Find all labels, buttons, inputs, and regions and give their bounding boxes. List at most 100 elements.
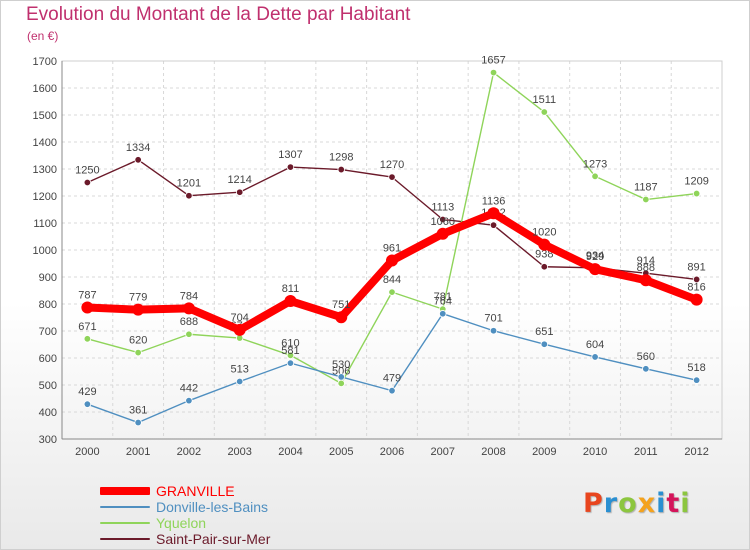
data-point-yquelon xyxy=(337,379,345,388)
data-label-saint-pair-sur-mer: 934 xyxy=(586,250,604,262)
legend-item-granville: GRANVILLE xyxy=(100,483,340,499)
data-point-saint-pair-sur-mer xyxy=(540,263,549,271)
data-point-saint-pair-sur-mer xyxy=(235,188,244,196)
y-tick-label: 900 xyxy=(39,272,57,284)
data-label-donville-les-bains: 560 xyxy=(637,351,655,363)
data-point-yquelon xyxy=(286,351,295,359)
data-point-donville-les-bains xyxy=(591,353,599,361)
data-label-donville-les-bains: 764 xyxy=(434,296,452,308)
data-point-granville xyxy=(386,254,398,267)
x-tick-label: 2008 xyxy=(481,446,505,458)
data-point-donville-les-bains xyxy=(185,396,193,405)
data-point-donville-les-bains xyxy=(83,400,92,408)
legend: GRANVILLE Donville-les-Bains Yquelon Sai… xyxy=(100,483,340,547)
y-tick-label: 600 xyxy=(39,353,57,365)
data-point-donville-les-bains xyxy=(134,418,142,427)
data-point-donville-les-bains xyxy=(235,377,244,386)
x-tick-label: 2010 xyxy=(583,446,607,458)
data-point-granville xyxy=(233,323,246,336)
data-point-donville-les-bains xyxy=(489,327,498,335)
data-point-donville-les-bains xyxy=(388,386,396,395)
logo-letter: t xyxy=(666,488,681,519)
data-point-donville-les-bains xyxy=(540,340,549,348)
data-label-yquelon: 610 xyxy=(281,337,299,349)
data-label-granville: 784 xyxy=(180,290,198,302)
chart-subtitle: (en €) xyxy=(27,29,59,43)
data-label-granville: 961 xyxy=(383,243,401,255)
legend-item-donville-les-bains: Donville-les-Bains xyxy=(100,499,340,515)
y-tick-label: 1100 xyxy=(33,218,57,230)
data-label-yquelon: 1273 xyxy=(583,158,607,170)
y-tick-label: 1200 xyxy=(33,191,57,203)
logo-letter: r xyxy=(603,488,619,519)
data-point-yquelon xyxy=(591,172,599,180)
legend-swatch-granville xyxy=(100,487,150,495)
data-label-granville: 929 xyxy=(586,251,604,263)
y-tick-label: 500 xyxy=(39,380,57,392)
data-label-granville: 704 xyxy=(231,312,249,324)
data-point-yquelon xyxy=(692,189,701,198)
data-point-yquelon xyxy=(489,68,498,77)
data-label-donville-les-bains: 651 xyxy=(535,326,553,338)
x-tick-label: 2003 xyxy=(227,446,251,458)
data-point-granville xyxy=(284,295,297,308)
legend-swatch-yquelon xyxy=(100,522,150,524)
data-point-saint-pair-sur-mer xyxy=(286,163,295,171)
y-tick-label: 1000 xyxy=(33,245,57,257)
data-point-granville xyxy=(487,207,500,220)
y-tick-label: 300 xyxy=(39,434,57,446)
data-point-saint-pair-sur-mer xyxy=(692,275,701,284)
data-label-yquelon: 506 xyxy=(332,365,350,377)
data-point-donville-les-bains xyxy=(337,373,345,381)
y-tick-label: 800 xyxy=(39,299,57,311)
data-label-saint-pair-sur-mer: 1307 xyxy=(278,149,302,161)
series-line-granville xyxy=(83,209,701,334)
x-tick-label: 2001 xyxy=(126,446,150,458)
data-label-saint-pair-sur-mer: 1250 xyxy=(75,165,99,177)
data-point-yquelon xyxy=(388,288,396,296)
data-label-granville: 1136 xyxy=(482,195,506,207)
data-label-donville-les-bains: 604 xyxy=(586,339,604,351)
series-line-yquelon xyxy=(86,71,698,385)
data-point-saint-pair-sur-mer xyxy=(185,192,193,200)
x-tick-label: 2002 xyxy=(177,446,201,458)
data-label-yquelon: 1187 xyxy=(634,182,658,194)
data-label-donville-les-bains: 518 xyxy=(687,362,705,374)
data-label-saint-pair-sur-mer: 891 xyxy=(687,261,705,273)
data-label-granville: 816 xyxy=(687,282,705,294)
logo-letter: P xyxy=(583,488,604,519)
legend-swatch-saint-pair-sur-mer xyxy=(100,538,150,540)
data-point-granville xyxy=(132,303,145,316)
data-label-saint-pair-sur-mer: 1298 xyxy=(329,152,353,164)
data-label-granville: 787 xyxy=(78,290,96,302)
data-label-donville-les-bains: 701 xyxy=(484,313,502,325)
x-tick-label: 2007 xyxy=(431,446,455,458)
x-tick-label: 2011 xyxy=(634,446,658,458)
y-tick-label: 1600 xyxy=(33,83,57,95)
data-point-donville-les-bains xyxy=(642,365,650,373)
data-label-yquelon: 620 xyxy=(129,335,147,347)
x-tick-label: 2012 xyxy=(684,446,708,458)
data-point-yquelon xyxy=(185,330,193,338)
data-label-yquelon: 844 xyxy=(383,274,401,286)
x-tick-label: 2005 xyxy=(329,446,353,458)
data-point-yquelon xyxy=(83,335,92,343)
data-point-granville xyxy=(436,227,449,240)
legend-label-donville-les-bains: Donville-les-Bains xyxy=(156,499,269,515)
data-point-saint-pair-sur-mer xyxy=(83,178,92,187)
data-point-yquelon xyxy=(642,195,650,204)
data-label-donville-les-bains: 442 xyxy=(180,383,198,395)
chart-title: Evolution du Montant de la Dette par Hab… xyxy=(26,4,411,25)
legend-label-saint-pair-sur-mer: Saint-Pair-sur-Mer xyxy=(156,531,271,547)
data-label-saint-pair-sur-mer: 1334 xyxy=(126,142,150,154)
data-point-granville xyxy=(690,293,703,306)
logo-letter: i xyxy=(656,488,667,519)
data-label-yquelon: 1657 xyxy=(481,55,505,67)
y-tick-label: 1300 xyxy=(33,164,57,176)
legend-label-granville: GRANVILLE xyxy=(156,483,235,499)
data-label-granville: 811 xyxy=(282,283,300,295)
x-tick-label: 2009 xyxy=(532,446,556,458)
data-point-donville-les-bains xyxy=(286,359,295,367)
data-point-granville xyxy=(335,311,348,324)
